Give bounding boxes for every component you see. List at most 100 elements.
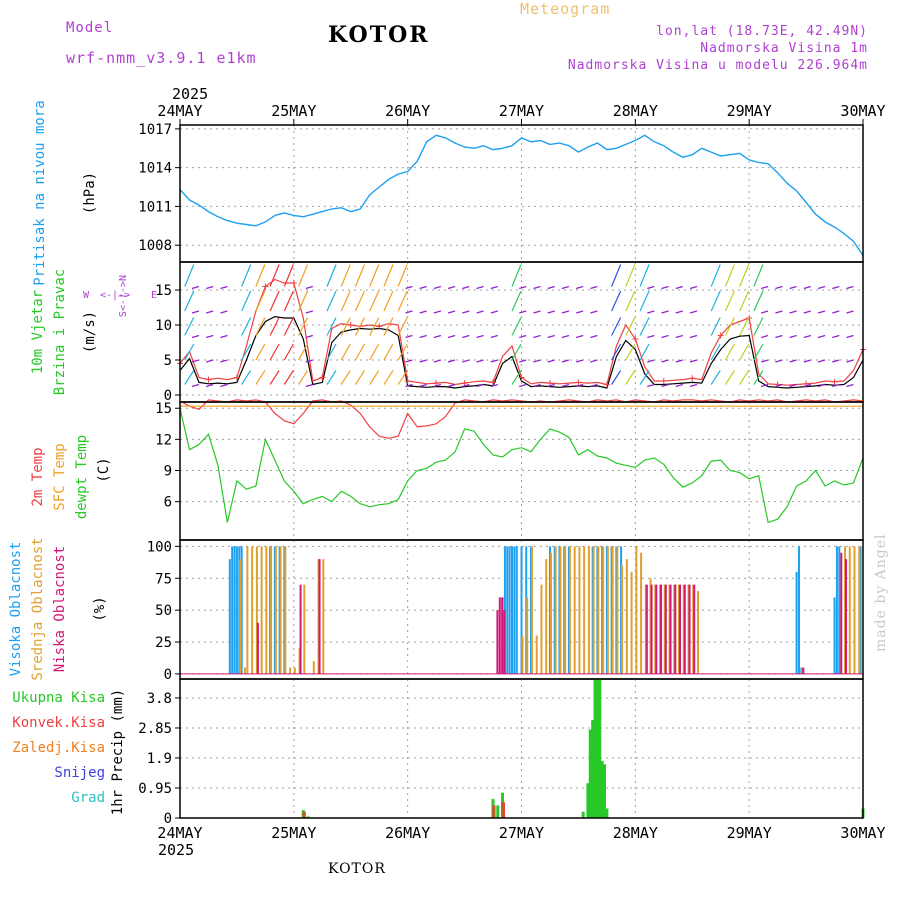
wind-arrow — [803, 285, 811, 290]
ytick-label: 75 — [155, 571, 172, 587]
bar-clouds-1 — [592, 546, 595, 674]
gust-marker — [660, 378, 667, 384]
wind-arrow — [305, 310, 313, 314]
panel-frame-temperature — [179, 401, 864, 541]
wind-arrow — [561, 285, 570, 290]
wind-arrow — [639, 290, 650, 312]
bar-clouds-2 — [655, 584, 658, 674]
bar-clouds-1 — [260, 546, 263, 674]
wind-arrow — [241, 317, 252, 336]
wind-arrow — [533, 285, 541, 290]
ytick-label: 5 — [164, 353, 172, 369]
wind-arrow — [462, 334, 470, 339]
bar-precip-conv-tint — [501, 802, 505, 818]
wind-arrow — [753, 317, 764, 336]
bar-clouds-1 — [526, 597, 529, 674]
wind-arrow — [283, 290, 294, 312]
wind-arrow — [575, 310, 584, 314]
wind-arrow — [283, 370, 294, 385]
gust-marker — [546, 380, 553, 387]
bar-precip-0 — [586, 783, 590, 818]
wind-arrow — [191, 334, 200, 339]
wind-arrow — [397, 370, 408, 385]
wind-arrow — [191, 285, 200, 290]
wind-arrow — [661, 285, 669, 290]
wind-arrow — [647, 334, 655, 339]
cloud-high-axis-label: Visoka Oblacnost — [8, 542, 24, 677]
wind-arrow — [447, 334, 456, 339]
wind-arrow — [590, 359, 598, 363]
bar-clouds-0 — [859, 546, 862, 674]
wind-arrow — [846, 285, 854, 290]
wind-arrow — [575, 383, 584, 388]
wind-arrow — [760, 285, 769, 290]
precip-legend-item: Grad — [71, 790, 105, 806]
bar-clouds-1 — [284, 546, 287, 674]
wind-arrow — [511, 317, 522, 336]
wind-arrow — [340, 343, 351, 361]
series-temperature-0 — [179, 399, 864, 439]
bar-clouds-1 — [251, 546, 254, 674]
wind-arrow — [753, 343, 764, 361]
wind-arrow — [255, 264, 266, 287]
wind-arrow — [383, 264, 394, 287]
bar-clouds-2 — [501, 597, 504, 674]
gust-marker — [404, 378, 411, 384]
wind-arrow — [753, 264, 764, 287]
wind-arrow — [547, 310, 555, 314]
ytick-label: 50 — [155, 603, 172, 619]
bar-clouds-2 — [679, 584, 682, 674]
wind-arrow — [775, 334, 783, 339]
wind-arrow — [405, 383, 413, 388]
bar-clouds-0 — [511, 546, 514, 674]
wind-arrow — [710, 290, 721, 312]
wind-arrow — [639, 317, 650, 336]
bar-clouds-0 — [515, 546, 518, 674]
wind-arrow — [625, 317, 636, 336]
wind-arrow — [305, 334, 313, 339]
wind-arrow — [661, 334, 669, 339]
wind-arrow — [547, 359, 555, 363]
wind-arrow — [803, 310, 811, 314]
wind-axis-label-2: Brzina i Pravac — [52, 269, 68, 395]
bar-clouds-2 — [503, 610, 506, 674]
bar-precip-0 — [598, 679, 602, 818]
bar-precip-0 — [593, 679, 597, 818]
wind-arrow — [354, 343, 366, 361]
ytick-label: 1008 — [138, 238, 172, 254]
wind-arrow — [397, 317, 408, 336]
ytick-label: 1017 — [138, 122, 172, 138]
wind-unit-label: (m/s) — [82, 311, 98, 353]
wind-arrow — [340, 264, 351, 287]
wind-arrow — [206, 359, 214, 363]
wind-arrow — [305, 383, 313, 388]
wind-arrow — [832, 383, 840, 388]
wind-arrow — [433, 310, 442, 314]
wind-arrow — [832, 285, 840, 290]
wind-arrow — [561, 334, 570, 339]
wind-arrow — [575, 359, 584, 363]
altitude-label: Nadmorska Visina 1m — [700, 41, 868, 56]
bar-precip-0 — [496, 805, 500, 818]
bar-clouds-2 — [645, 584, 648, 674]
wind-arrow — [590, 310, 598, 314]
wind-arrow — [369, 264, 380, 287]
bar-clouds-1 — [853, 546, 856, 674]
wind-arrow — [184, 264, 195, 287]
bar-clouds-2 — [256, 622, 259, 674]
wind-arrow — [561, 383, 570, 388]
wind-arrow — [369, 370, 380, 385]
series-pressure-0 — [179, 134, 864, 256]
wind-arrow — [575, 334, 584, 339]
pressure-unit-label: (hPa) — [82, 172, 98, 214]
bar-clouds-2 — [498, 597, 501, 674]
wind-arrow — [511, 290, 522, 312]
bar-clouds-1 — [265, 546, 268, 674]
wind-arrow — [220, 334, 228, 339]
bar-precip-0 — [581, 811, 585, 818]
wind-arrow — [405, 359, 413, 363]
wind-arrow — [519, 359, 527, 363]
wind-arrow — [590, 383, 598, 388]
wind-arrow — [561, 310, 570, 314]
bar-precip-0 — [588, 729, 592, 818]
